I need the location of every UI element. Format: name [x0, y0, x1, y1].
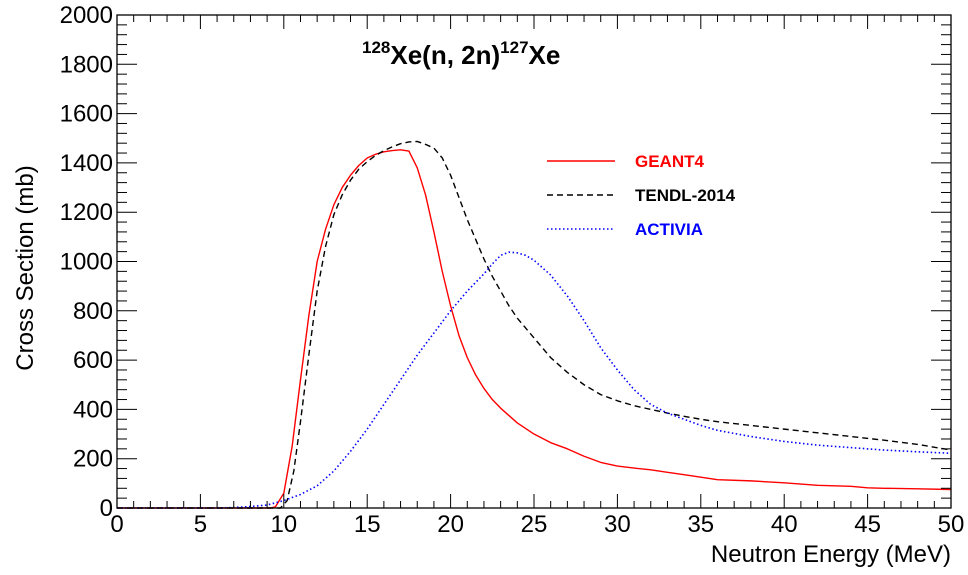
x-tick-label: 20: [437, 511, 464, 538]
legend: GEANT4 TENDL-2014 ACTIVIA: [547, 152, 736, 239]
y-tick-label: 800: [73, 298, 113, 325]
x-tick-label: 5: [194, 511, 207, 538]
x-tick-label: 0: [110, 511, 123, 538]
series-line-tendl-2014: [117, 140, 952, 509]
legend-label: ACTIVIA: [635, 220, 703, 239]
x-tick-label: 30: [604, 511, 631, 538]
x-tick-label: 45: [854, 511, 881, 538]
y-axis-label: Cross Section (mb): [12, 165, 39, 370]
title-product: Xe: [529, 40, 561, 70]
series-layer: [117, 140, 952, 509]
x-tick-label: 10: [270, 511, 297, 538]
y-tick-label: 200: [73, 446, 113, 473]
y-tick-label: 1600: [60, 101, 113, 128]
x-tick-label: 25: [521, 511, 548, 538]
y-tick-label: 1200: [60, 199, 113, 226]
y-tick-label: 2000: [60, 2, 113, 29]
y-tick-label: 400: [73, 396, 113, 423]
x-axis-ticks: 0 5 10 15 20 25 30 35 40 45 50: [110, 15, 964, 538]
title-superscript-mass-in: 128: [362, 38, 390, 57]
chart-title: 128Xe(n, 2n)127Xe: [362, 38, 560, 70]
y-tick-label: 600: [73, 347, 113, 374]
y-tick-label: 1000: [60, 249, 113, 276]
y-tick-label: 0: [100, 495, 113, 522]
legend-label: GEANT4: [635, 152, 705, 171]
x-tick-label: 15: [354, 511, 381, 538]
y-tick-label: 1400: [60, 150, 113, 177]
legend-label: TENDL-2014: [635, 186, 736, 205]
series-line-activia: [117, 251, 952, 509]
x-tick-label: 35: [687, 511, 714, 538]
x-tick-label: 50: [938, 511, 965, 538]
x-tick-label: 40: [771, 511, 798, 538]
title-reaction: Xe(n, 2n): [390, 40, 500, 70]
title-superscript-mass-out: 127: [500, 38, 528, 57]
series-line-geant4: [117, 149, 952, 509]
y-tick-label: 1800: [60, 51, 113, 78]
x-axis-label: Neutron Energy (MeV): [711, 541, 951, 568]
y-axis-ticks: 0 200 400 600 800 1000 1200 1400 1600 1800 2000: [60, 2, 951, 522]
